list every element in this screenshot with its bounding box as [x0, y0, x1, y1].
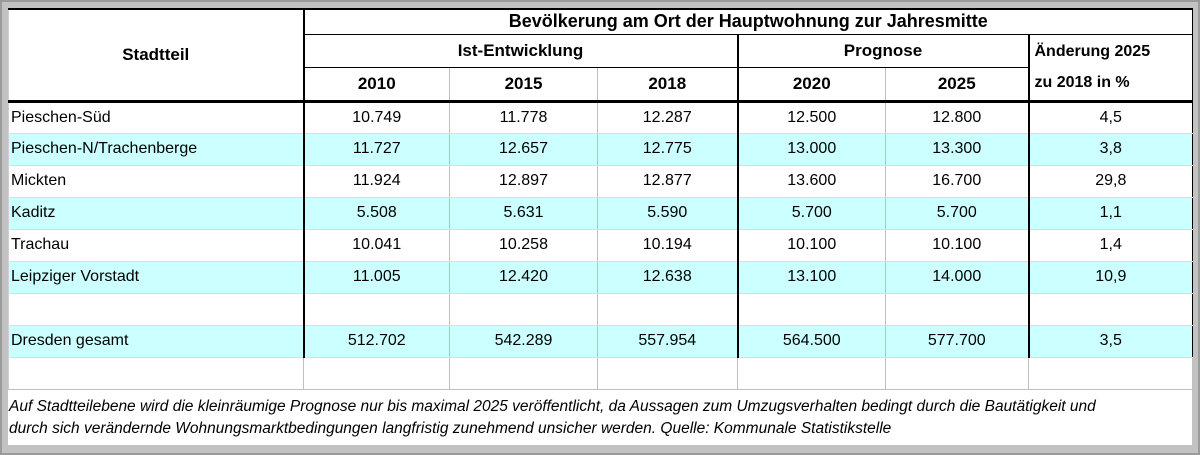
value-cell — [449, 293, 598, 326]
footnote-line-1: Auf Stadtteilebene wird die kleinräumige… — [9, 397, 1096, 415]
value-cell: 10.100 — [885, 229, 1029, 262]
spreadsheet-area: Stadtteil Bevölkerung am Ort der Hauptwo… — [8, 8, 1194, 445]
district-name-cell: Leipziger Vorstadt — [8, 261, 305, 294]
value-cell: 10.041 — [303, 229, 450, 262]
table-row-empty — [8, 357, 1194, 390]
value-cell: 11.727 — [303, 133, 450, 166]
value-cell: 12.800 — [885, 101, 1029, 134]
value-cell: 577.700 — [885, 325, 1029, 358]
value-cell: 12.657 — [449, 133, 598, 166]
footnote-line-2: durch sich verändernde Wohnungsmarktbedi… — [9, 419, 892, 437]
value-cell: 12.287 — [597, 101, 738, 134]
value-cell: 13.300 — [885, 133, 1029, 166]
district-name-cell: Trachau — [8, 229, 305, 262]
value-cell: 4,5 — [1027, 101, 1194, 134]
year-header-2020: 2020 — [736, 67, 886, 103]
value-cell: 12.638 — [597, 261, 738, 294]
table-title: Bevölkerung am Ort der Hauptwohnung zur … — [303, 8, 1194, 35]
value-cell: 5.590 — [597, 197, 738, 230]
district-name-cell — [8, 293, 305, 326]
value-cell: 10.749 — [303, 101, 450, 134]
value-cell: 5.700 — [736, 197, 886, 230]
value-cell: 13.600 — [736, 165, 886, 198]
value-cell: 512.702 — [303, 325, 450, 358]
table-row: 2010 2015 2018 2020 2025 — [9, 67, 1193, 103]
value-cell: 3,5 — [1027, 325, 1194, 358]
value-cell: 14.000 — [885, 261, 1029, 294]
change-header-line2: zu 2018 in % — [1034, 74, 1130, 91]
value-cell: 10.100 — [736, 229, 886, 262]
value-cell: 5.700 — [885, 197, 1029, 230]
value-cell: 10.194 — [597, 229, 738, 262]
group-header-ist-entwicklung: Ist-Entwicklung — [303, 34, 738, 68]
value-cell: 3,8 — [1027, 133, 1194, 166]
value-cell — [597, 293, 738, 326]
value-cell — [303, 357, 450, 390]
value-cell: 564.500 — [736, 325, 886, 358]
value-cell — [736, 293, 886, 326]
value-cell: 13.000 — [736, 133, 886, 166]
value-cell: 10.258 — [449, 229, 598, 262]
district-name-cell — [8, 357, 304, 390]
value-cell: 557.954 — [597, 325, 738, 358]
value-cell: 12.500 — [736, 101, 886, 134]
year-header-2018: 2018 — [597, 67, 738, 103]
value-cell: 1,4 — [1027, 229, 1194, 262]
value-cell: 11.924 — [303, 165, 450, 198]
table-row: Mickten 11.924 12.897 12.877 13.600 16.7… — [8, 165, 1194, 198]
district-name-cell: Pieschen-N/Trachenberge — [8, 133, 305, 166]
value-cell — [303, 293, 450, 326]
value-cell: 10,9 — [1027, 261, 1194, 294]
table-row-empty — [8, 293, 1194, 326]
table-row-total: Dresden gesamt 512.702 542.289 557.954 5… — [8, 325, 1194, 358]
table-row: Kaditz 5.508 5.631 5.590 5.700 5.700 1,1 — [8, 197, 1194, 230]
value-cell: 12.897 — [449, 165, 598, 198]
value-cell: 12.877 — [597, 165, 738, 198]
value-cell — [597, 357, 738, 390]
value-cell — [737, 357, 886, 390]
value-cell: 12.775 — [597, 133, 738, 166]
value-cell — [885, 357, 1029, 390]
group-header-prognose: Prognose — [736, 34, 1029, 68]
column-header-stadtteil: Stadtteil — [8, 8, 305, 103]
table-row: Stadtteil Bevölkerung am Ort der Hauptwo… — [8, 8, 1194, 103]
table-row: Ist-Entwicklung Prognose Änderung 2025 z… — [9, 34, 1194, 103]
value-cell: 5.508 — [303, 197, 450, 230]
district-name-cell: Kaditz — [8, 197, 305, 230]
value-cell: 11.005 — [303, 261, 450, 294]
value-cell — [1027, 293, 1194, 326]
year-header-2015: 2015 — [449, 67, 598, 103]
population-table: Stadtteil Bevölkerung am Ort der Hauptwo… — [8, 8, 1194, 390]
table-row: Pieschen-Süd 10.749 11.778 12.287 12.500… — [8, 101, 1194, 134]
district-name-cell: Dresden gesamt — [8, 325, 305, 358]
value-cell: 11.778 — [449, 101, 598, 134]
year-header-2025: 2025 — [885, 67, 1029, 103]
value-cell: 542.289 — [449, 325, 598, 358]
value-cell: 1,1 — [1027, 197, 1194, 230]
table-row: Trachau 10.041 10.258 10.194 10.100 10.1… — [8, 229, 1194, 262]
value-cell: 13.100 — [736, 261, 886, 294]
value-cell: 16.700 — [885, 165, 1029, 198]
change-column-header: Änderung 2025 zu 2018 in % — [1027, 34, 1194, 103]
footnote: Auf Stadtteilebene wird die kleinräumige… — [8, 389, 1192, 445]
value-cell — [1027, 357, 1194, 390]
value-cell — [885, 293, 1029, 326]
district-name-cell: Pieschen-Süd — [8, 101, 305, 134]
value-cell: 12.420 — [449, 261, 598, 294]
district-name-cell: Mickten — [8, 165, 305, 198]
table-row: Leipziger Vorstadt 11.005 12.420 12.638 … — [8, 261, 1194, 294]
value-cell: 5.631 — [449, 197, 598, 230]
table-row: Pieschen-N/Trachenberge 11.727 12.657 12… — [8, 133, 1194, 166]
value-cell: 29,8 — [1027, 165, 1194, 198]
change-header-line1: Änderung 2025 — [1034, 43, 1151, 60]
value-cell — [449, 357, 598, 390]
year-header-2010: 2010 — [303, 67, 450, 103]
